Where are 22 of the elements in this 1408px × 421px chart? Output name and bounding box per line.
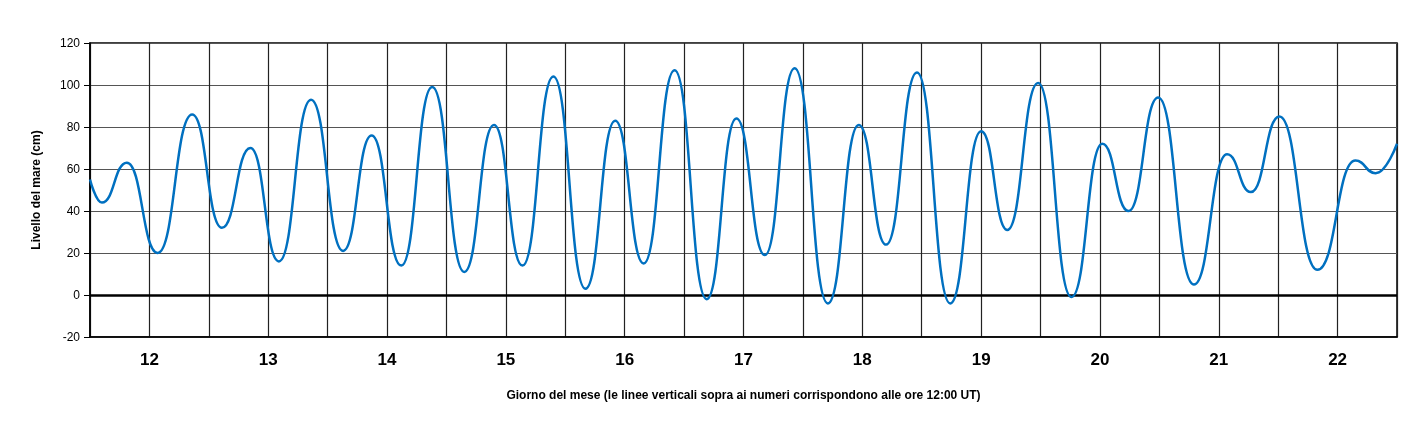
y-tick-label: 40 xyxy=(66,204,81,218)
y-tick-label: 60 xyxy=(66,162,81,176)
y-tick-label: 120 xyxy=(59,36,81,50)
x-tick-label: 20 xyxy=(1090,350,1110,369)
y-tick-label: 80 xyxy=(66,120,81,134)
x-tick-label: 17 xyxy=(734,350,753,369)
x-tick-label: 15 xyxy=(496,350,516,369)
y-axis-title: Livello del mare (cm) xyxy=(29,130,43,250)
x-tick-label: 19 xyxy=(971,350,991,369)
x-tick-label: 21 xyxy=(1209,350,1229,369)
x-axis-title: Giorno del mese (le linee verticali sopra ai numeri corrispondono alle ore 12:00 UT) xyxy=(506,388,981,402)
x-tick-label: 13 xyxy=(258,350,278,369)
x-tick-label: 18 xyxy=(852,350,872,369)
x-tick-label: 22 xyxy=(1328,350,1348,369)
x-tick-label: 12 xyxy=(139,350,159,369)
line-series xyxy=(88,66,1399,305)
x-tick-label: 14 xyxy=(377,350,398,369)
y-tick-label: -20 xyxy=(62,330,81,344)
y-tick-label: 20 xyxy=(66,246,81,260)
x-tick-label: 16 xyxy=(615,350,635,369)
y-tick-label: 0 xyxy=(73,288,81,302)
y-tick-label: 100 xyxy=(59,78,81,92)
